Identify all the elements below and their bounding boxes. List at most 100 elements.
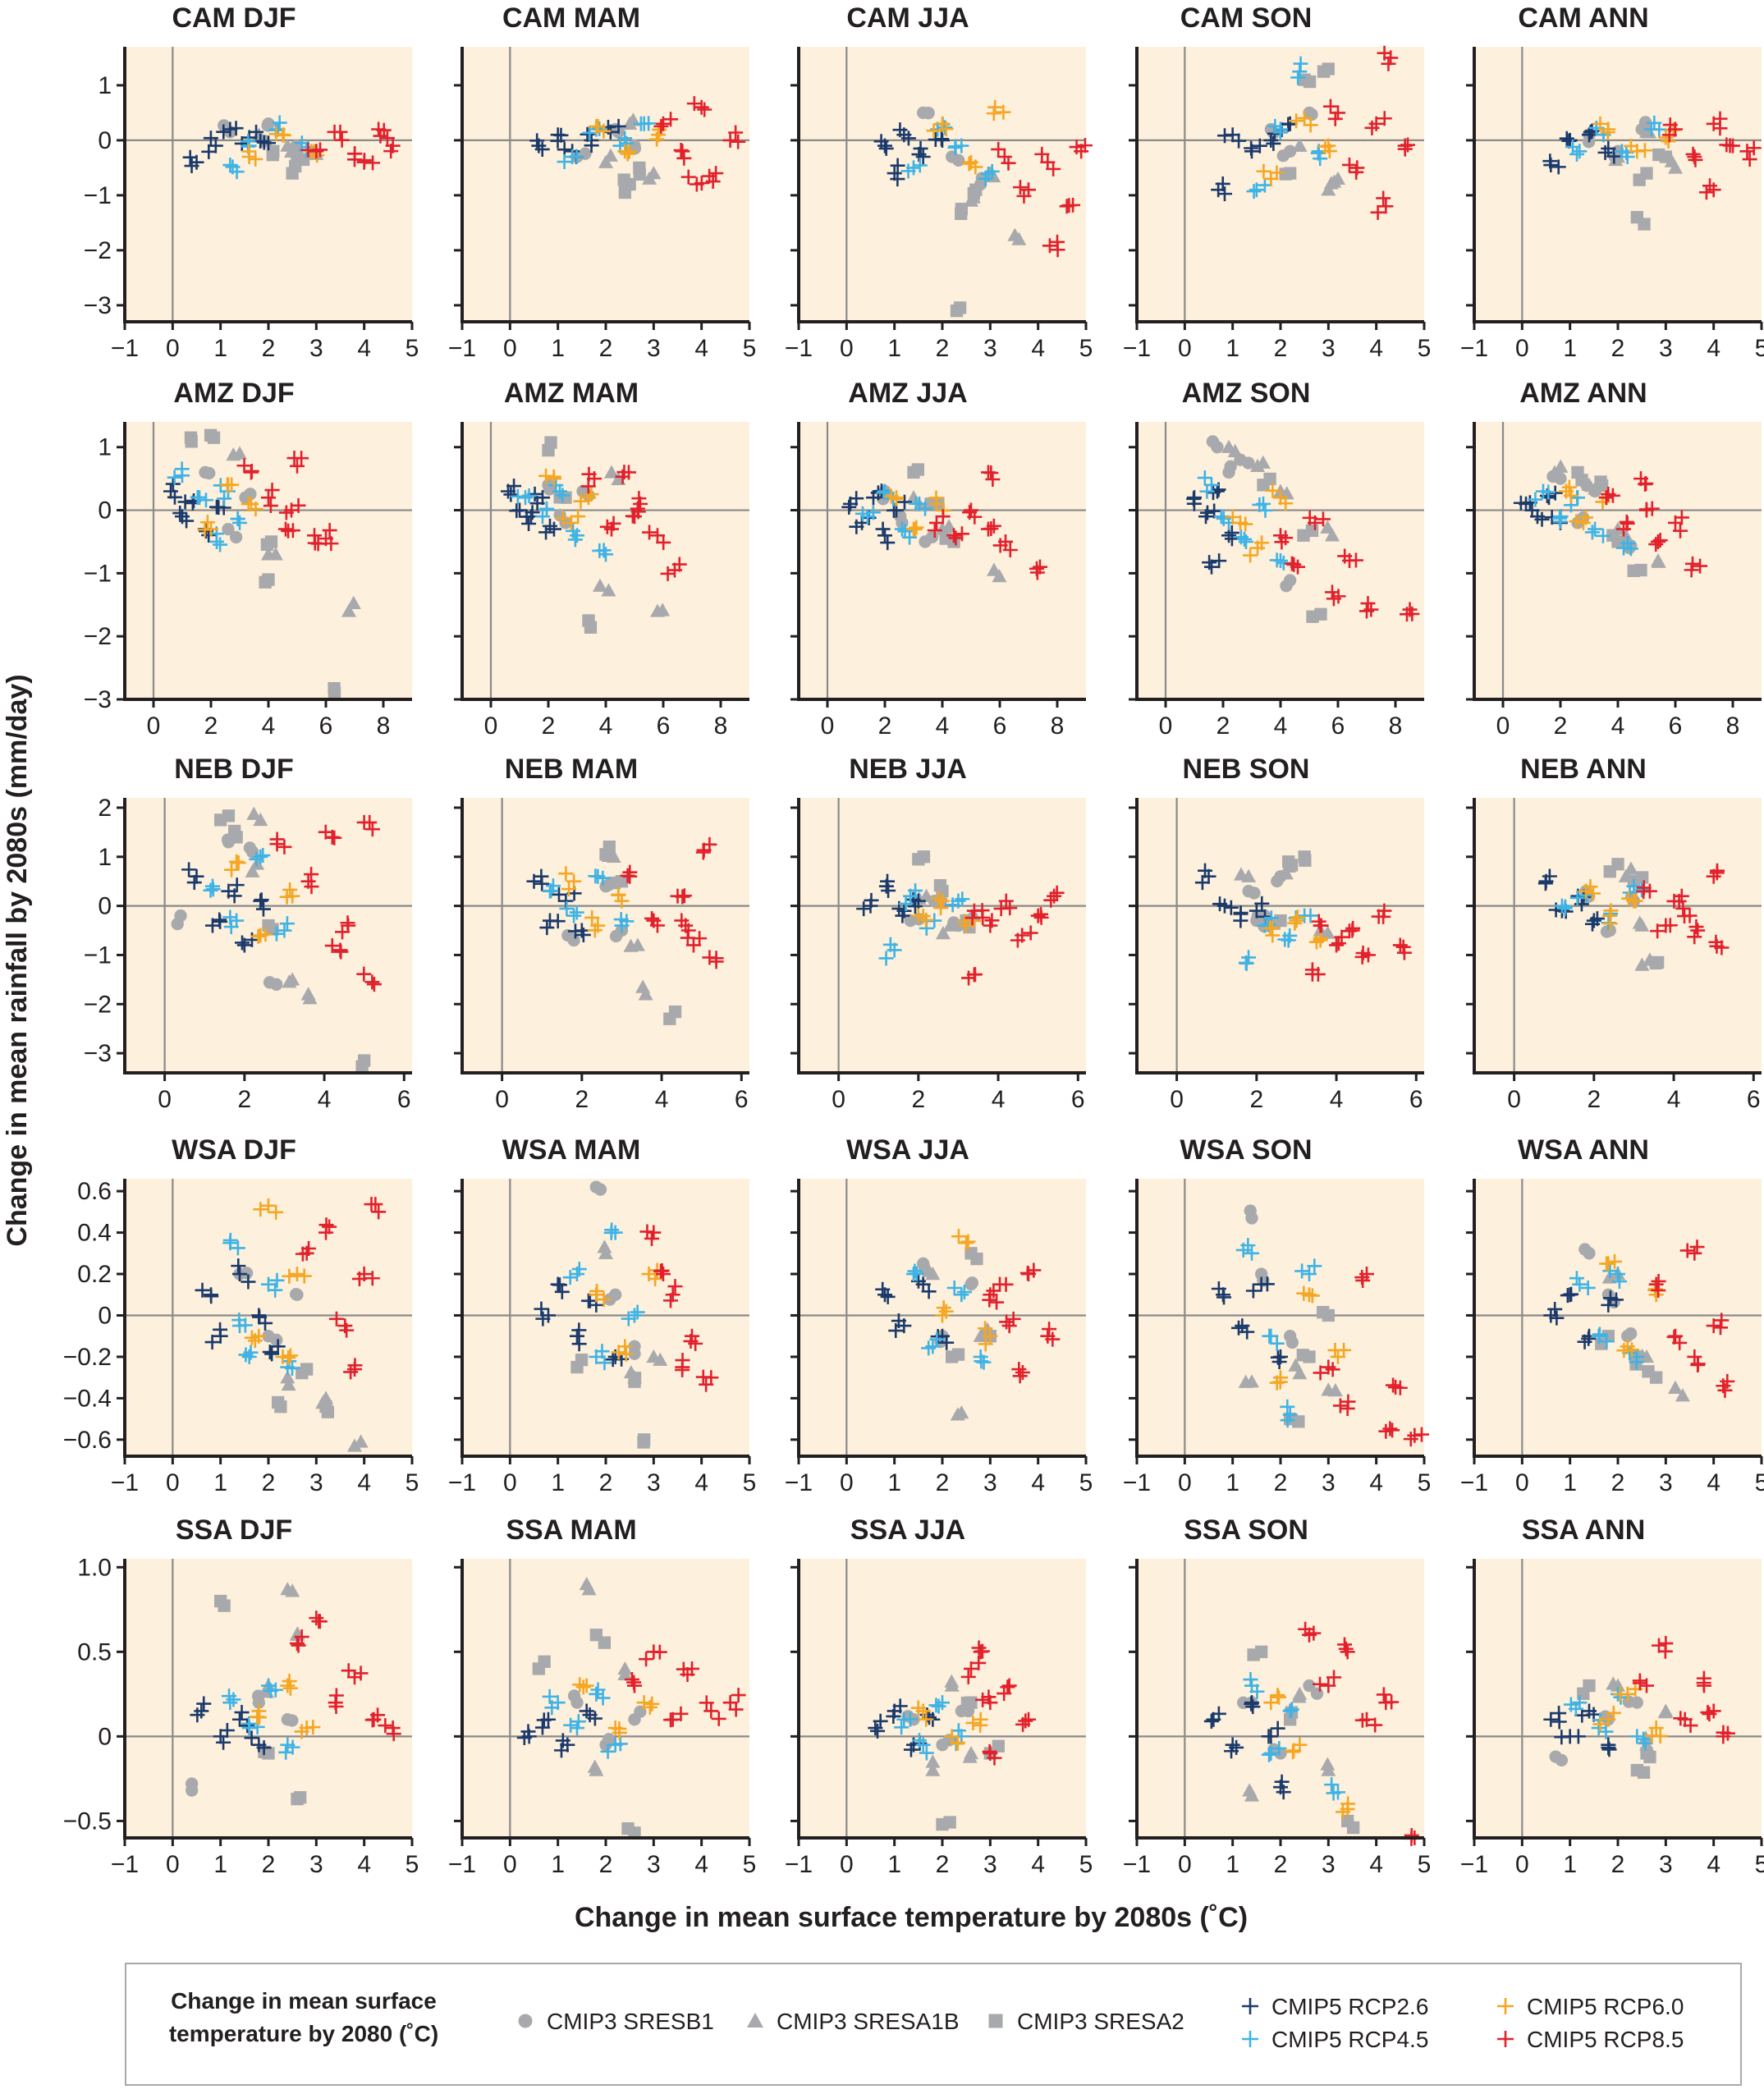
x-tick-label: 2: [878, 713, 892, 740]
point-r45: [230, 1240, 245, 1256]
point-r45: [603, 1225, 619, 1240]
point-r45: [1565, 139, 1580, 154]
legend-label: CMIP3 SRESB1: [547, 2009, 714, 2034]
x-tick-label: 4: [1707, 335, 1720, 362]
point-r85: [1632, 1673, 1647, 1688]
point-a1b: [1623, 861, 1638, 875]
data-points: [868, 1640, 1036, 1831]
point-r45: [1303, 908, 1318, 923]
panel-title: SSA JJA: [850, 1514, 965, 1546]
point-r26: [1216, 1290, 1232, 1305]
point-a2: [1346, 1821, 1360, 1835]
x-tick-label: 1: [887, 1851, 901, 1878]
point-r45: [1293, 56, 1308, 71]
point-r45: [1580, 1280, 1596, 1295]
point-r85: [663, 112, 679, 127]
x-tick-label: 2: [1554, 713, 1568, 740]
point-r85: [1043, 892, 1059, 908]
point-r60: [258, 927, 273, 942]
point-r45: [249, 851, 264, 867]
point-r26: [538, 525, 554, 540]
x-tick-label: 4: [262, 713, 276, 740]
point-a2: [1299, 854, 1312, 867]
point-r45: [223, 919, 239, 935]
point-r60: [612, 1721, 627, 1737]
point-r26: [509, 503, 525, 519]
point-r45: [1244, 1245, 1259, 1261]
point-r85: [1355, 1272, 1371, 1288]
x-tick-label: 2: [1611, 1851, 1625, 1878]
point-r26: [1203, 1713, 1219, 1729]
point-r60: [644, 1696, 660, 1711]
point-a1b: [1007, 227, 1023, 241]
point-r60: [247, 1333, 263, 1349]
point-b1: [244, 488, 257, 501]
point-r45: [918, 501, 933, 516]
x-tick-label: 6: [1747, 1086, 1761, 1113]
point-r85: [663, 1293, 679, 1308]
point-r85: [1377, 111, 1392, 126]
x-tick-label: 0: [503, 335, 517, 362]
point-r26: [204, 1289, 219, 1304]
point-r45: [630, 1304, 645, 1320]
y-tick-label: 0: [98, 497, 112, 525]
point-r26: [856, 901, 872, 917]
x-tick-label: 4: [357, 1851, 371, 1878]
point-a2: [967, 187, 980, 200]
point-r85: [1684, 562, 1699, 578]
point-r60: [1621, 891, 1637, 906]
point-r45: [542, 1688, 557, 1704]
point-r45: [545, 878, 561, 894]
x-tick-label: 4: [694, 1469, 708, 1496]
point-r85: [1311, 914, 1326, 929]
panel-ssa-mam: −1 0 1 2 3 4 5 SSA MAM: [448, 1514, 756, 1878]
x-tick-label: 3: [1659, 335, 1673, 362]
point-r26: [905, 891, 921, 907]
point-r60: [1644, 1728, 1660, 1743]
point-r26: [1217, 128, 1232, 144]
point-r85: [722, 132, 738, 148]
point-r26: [880, 535, 896, 551]
point-r85: [935, 509, 951, 525]
point-r60: [197, 522, 213, 538]
point-r85: [236, 458, 252, 474]
point-r45: [1326, 1785, 1341, 1801]
point-r85: [353, 1666, 369, 1681]
point-r45: [935, 1695, 950, 1711]
point-r85: [1012, 180, 1028, 195]
x-tick-label: 4: [1031, 1851, 1045, 1878]
point-a1b: [1227, 443, 1243, 457]
point-r85: [1709, 865, 1725, 881]
y-tick-label: 0.5: [77, 1638, 112, 1666]
x-tick-label: 1: [887, 335, 901, 362]
x-tick-label: 5: [405, 335, 419, 362]
point-r45: [878, 951, 894, 966]
point-r85: [1046, 161, 1061, 176]
point-r60: [1265, 483, 1281, 498]
point-r45: [222, 158, 238, 173]
point-r26: [196, 1696, 212, 1711]
point-r26: [1608, 1292, 1624, 1308]
point-r60: [1628, 893, 1643, 909]
panel-title: SSA ANN: [1522, 1514, 1646, 1546]
point-r85: [1034, 146, 1050, 162]
point-r85: [1042, 1322, 1057, 1337]
point-r26: [1274, 1774, 1290, 1789]
point-r45: [538, 501, 554, 516]
point-r60: [282, 882, 298, 897]
point-r45: [1258, 502, 1273, 518]
x-tick-label: 2: [262, 335, 276, 362]
plot-area: [125, 47, 412, 322]
point-a2: [355, 1060, 369, 1073]
point-r26: [1259, 1276, 1275, 1292]
point-r85: [1717, 1382, 1733, 1398]
point-a2: [603, 841, 616, 854]
point-r26: [1551, 159, 1566, 175]
point-r85: [1377, 45, 1392, 61]
point-a1b: [906, 490, 921, 504]
point-r85: [599, 519, 615, 534]
point-r85: [1708, 934, 1724, 950]
point-r85: [347, 146, 363, 162]
point-r45: [929, 1331, 945, 1347]
point-a2: [1652, 148, 1665, 162]
